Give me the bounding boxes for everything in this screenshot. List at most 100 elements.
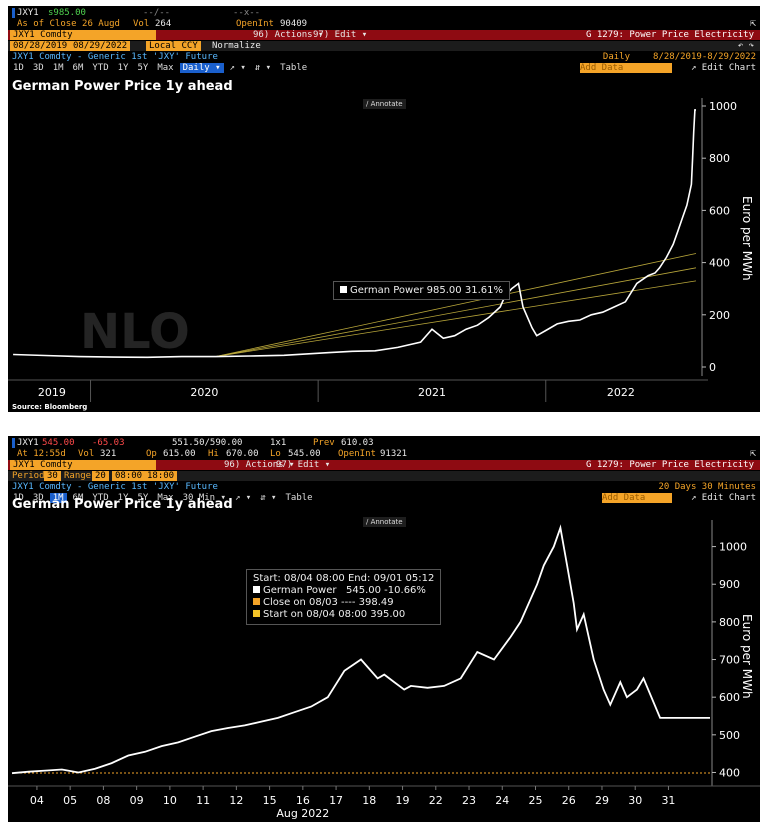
start-date-field[interactable]: 08/28/2019 [10, 41, 71, 51]
last-price: s985.00 [48, 8, 86, 18]
y-tick-label: 700 [719, 654, 740, 667]
series-line-german-power [13, 109, 696, 359]
edit-chart-button[interactable]: ↗ Edit Chart [690, 493, 756, 503]
trend-line [215, 280, 697, 357]
open-interest-label: OpenInt [338, 449, 376, 459]
toolbar-button[interactable]: 6M [72, 63, 84, 73]
annotate-button[interactable]: ∕ Annotate [363, 99, 406, 109]
toolbar-button[interactable]: YTD [92, 493, 109, 503]
toolbar-button[interactable]: 1M [52, 63, 64, 73]
add-data-field[interactable]: Add Data [580, 63, 672, 73]
series-line-german-power [11, 524, 710, 775]
toolbar-button[interactable]: YTD [92, 63, 109, 73]
legend-series-name: German Power [263, 585, 337, 596]
toolbar-button[interactable]: Max [157, 63, 174, 73]
toolbar-button[interactable]: Max [157, 493, 174, 503]
y-tick-label: 600 [709, 204, 730, 217]
toolbar-button[interactable]: 6M [72, 493, 84, 503]
quote-subheader: At 12:55d Vol 321 Op 615.00 Hi 670.00 Lo… [8, 448, 760, 460]
quote-time: At 12:55d [17, 449, 66, 459]
toolbar-button[interactable]: 1Y [117, 493, 129, 503]
toolbar-button[interactable]: 1D [13, 63, 24, 73]
x-tick-label: 04 [30, 794, 44, 807]
edit-chart-button[interactable]: ↗ Edit Chart [690, 63, 756, 73]
toolbar-button[interactable]: 30 Min ▾ [182, 493, 226, 503]
toolbar-button[interactable]: ↗ ▾ [234, 493, 252, 503]
toolbar-button[interactable]: 1Y [117, 63, 129, 73]
toolbar-button[interactable]: 5Y [137, 63, 149, 73]
chart-panel-3y: JXY1 s985.00 --/-- --x-- As of Close 26 … [8, 6, 760, 412]
toolbar-button[interactable]: 1M [49, 493, 67, 503]
x-tick-label: 2022 [607, 386, 635, 399]
add-data-field[interactable]: Add Data [602, 493, 672, 503]
y-tick-label: 800 [709, 152, 730, 165]
expand-icon[interactable]: ⇱ [749, 18, 756, 29]
currency-select[interactable]: Local CCY [146, 41, 201, 51]
period-span: 20 Days 30 Minutes [658, 482, 756, 492]
period-days-field[interactable]: 30 [44, 471, 61, 481]
description-row: JXY1 Comdty - Generic 1st 'JXY' Future D… [8, 52, 760, 62]
legend-span: Start: 08/04 08:00 End: 09/01 05:12 [253, 573, 435, 584]
end-date-field[interactable]: 08/29/2022 [70, 41, 131, 51]
x-tick-label: 26 [562, 794, 576, 807]
legend-start: Start on 08/04 08:00 395.00 [263, 609, 406, 620]
size: 1x1 [270, 438, 287, 448]
price-chart-3y: NLO 0 200 400 600 800 1000 Euro per MWh 2019 202… [8, 98, 760, 402]
as-of-date: As of Close 26 Augd [17, 19, 120, 29]
session-end-field[interactable]: 18:00 [144, 471, 178, 481]
last-price: 545.00 [42, 438, 75, 448]
normalize-checkbox[interactable]: Normalize [212, 41, 261, 51]
y-axis-label: Euro per MWh [740, 614, 754, 699]
y-tick-label: 0 [709, 361, 716, 374]
toolbar-button[interactable]: Table [280, 63, 308, 73]
nav-arrows-icon[interactable]: ↶ ↷ [737, 41, 754, 51]
open-label: Op [146, 449, 157, 459]
toolbar-button[interactable]: ⇵ ▾ [260, 493, 277, 503]
toolbar-button[interactable]: ↗ ▾ [229, 63, 246, 73]
x-tick-label: 08 [96, 794, 110, 807]
y-tick-label: 1000 [719, 541, 747, 554]
toolbar-button[interactable]: 1D [13, 493, 24, 503]
security-field[interactable]: JXY1 Comdty [10, 30, 156, 40]
x-tick-label: 17 [329, 794, 343, 807]
range-days-field[interactable]: 20 [92, 471, 109, 481]
chart-panel-20d: JXY1 545.00 -65.03 551.50/590.00 1x1 Pre… [8, 436, 760, 822]
volume: 321 [100, 449, 117, 459]
x-tick-label: 30 [628, 794, 642, 807]
toolbar-button[interactable]: 3D [32, 493, 44, 503]
menu-bar: JXY1 Comdty 96) Actions ▾ 97) Edit ▾ G 1… [8, 30, 760, 40]
chart-legend: Start: 08/04 08:00 End: 09/01 05:12 Germ… [246, 569, 442, 625]
y-axis-label: Euro per MWh [740, 196, 754, 281]
expand-icon[interactable]: ⇱ [749, 448, 756, 459]
function-title: G 1279: Power Price Electricity [586, 460, 754, 470]
bid-ask: --/-- [143, 8, 171, 18]
edit-menu[interactable]: 97) Edit ▾ [313, 30, 368, 40]
toolbar-button[interactable]: Daily ▾ [179, 63, 224, 73]
toolbar-button[interactable]: ⇵ ▾ [254, 63, 272, 73]
actions-menu[interactable]: 96) Actions ▾ [224, 460, 295, 470]
quote-header: JXY1 545.00 -65.03 551.50/590.00 1x1 Pre… [8, 438, 760, 448]
toolbar-button[interactable]: 5Y [137, 493, 149, 503]
actions-menu[interactable]: 96) Actions ▾ [253, 30, 324, 40]
session-start-field[interactable]: 08:00 [112, 471, 146, 481]
x-tick-label: 2020 [190, 386, 218, 399]
security-field[interactable]: JXY1 Comdty [10, 460, 156, 470]
ticker: JXY1 [17, 438, 39, 448]
legend-swatch-close [253, 598, 260, 605]
annotate-button[interactable]: ∕ Annotate [363, 517, 406, 527]
vol-label: Vol [133, 19, 150, 29]
y-tick-label: 200 [709, 309, 730, 322]
edit-menu[interactable]: 97) Edit ▾ [276, 460, 331, 470]
x-axis-strip [8, 380, 760, 402]
open-price: 615.00 [163, 449, 196, 459]
legend-close: Close on 08/03 ---- 398.49 [263, 597, 394, 608]
legend-series-name: German Power [350, 285, 424, 296]
toolbar-button[interactable]: Table [285, 493, 313, 503]
size: --x-- [233, 8, 261, 18]
watermark: NLO [80, 304, 190, 360]
price-chart-20d: 400 500 600 700 800 900 1000 Euro per MWh 04 05 08… [8, 520, 760, 820]
quote-header: JXY1 s985.00 --/-- --x-- [8, 8, 760, 18]
y-tick-label: 800 [719, 616, 740, 629]
x-tick-label: 2019 [38, 386, 66, 399]
toolbar-button[interactable]: 3D [32, 63, 44, 73]
